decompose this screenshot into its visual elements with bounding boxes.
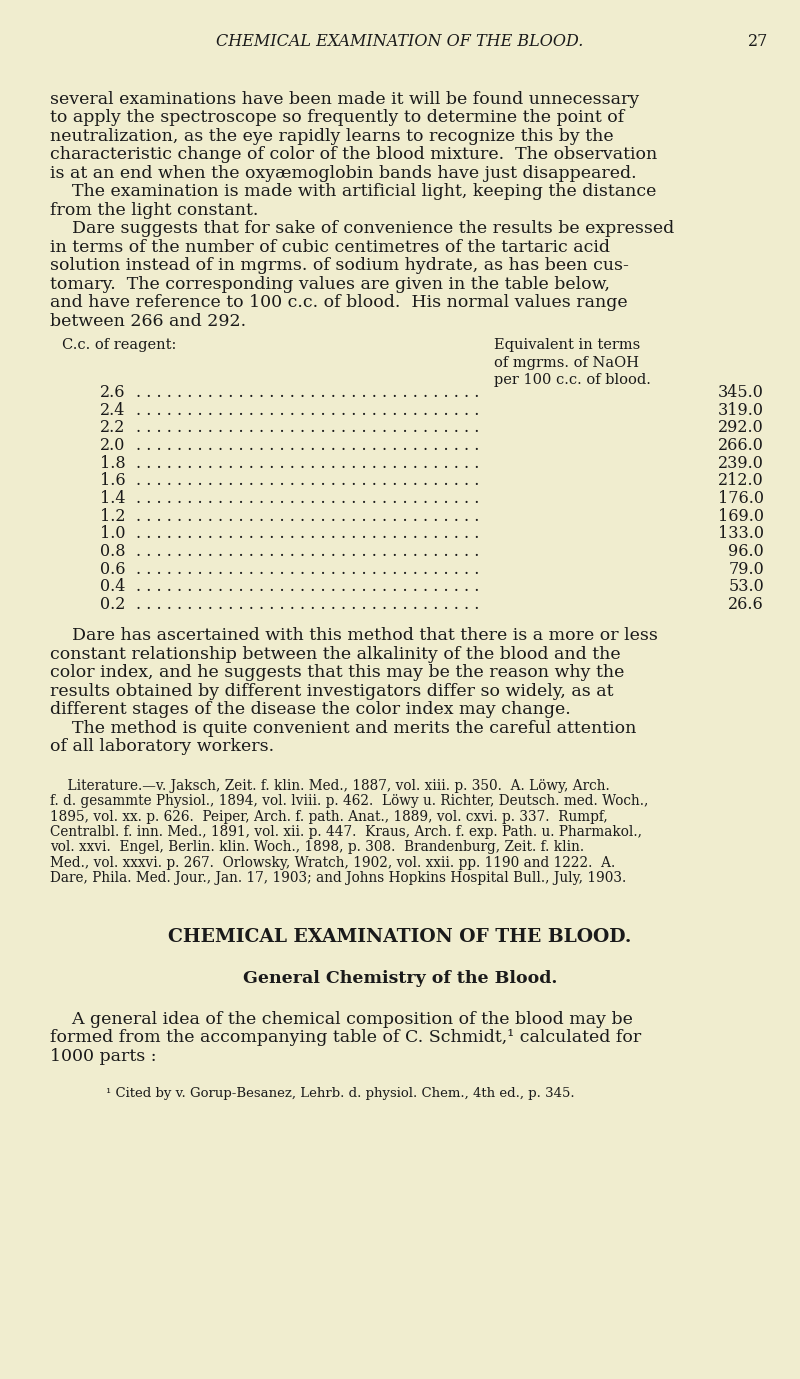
Text: Dare has ascertained with this method that there is a more or less: Dare has ascertained with this method th… bbox=[50, 627, 658, 644]
Text: Equivalent in terms: Equivalent in terms bbox=[494, 338, 641, 352]
Text: results obtained by different investigators differ so widely, as at: results obtained by different investigat… bbox=[50, 683, 614, 699]
Text: in terms of the number of cubic centimetres of the tartaric acid: in terms of the number of cubic centimet… bbox=[50, 239, 610, 256]
Text: General Chemistry of the Blood.: General Chemistry of the Blood. bbox=[243, 969, 557, 986]
Text: C.c. of reagent:: C.c. of reagent: bbox=[62, 338, 177, 352]
Text: 96.0: 96.0 bbox=[728, 543, 764, 560]
Text: . . . . . . . . . . . . . . . . . . . . . . . . . . . . . . . . . .: . . . . . . . . . . . . . . . . . . . . … bbox=[136, 507, 479, 524]
Text: 1.4: 1.4 bbox=[100, 490, 126, 507]
Text: 133.0: 133.0 bbox=[718, 525, 764, 542]
Text: The examination is made with artificial light, keeping the distance: The examination is made with artificial … bbox=[50, 183, 657, 200]
Text: 27: 27 bbox=[748, 33, 768, 50]
Text: 0.6: 0.6 bbox=[100, 560, 126, 578]
Text: formed from the accompanying table of C. Schmidt,¹ calculated for: formed from the accompanying table of C.… bbox=[50, 1029, 642, 1047]
Text: 2.2: 2.2 bbox=[100, 419, 126, 436]
Text: 0.8: 0.8 bbox=[100, 543, 126, 560]
Text: Centralbl. f. inn. Med., 1891, vol. xii. p. 447.  Kraus, Arch. f. exp. Path. u. : Centralbl. f. inn. Med., 1891, vol. xii.… bbox=[50, 825, 642, 838]
Text: 169.0: 169.0 bbox=[718, 507, 764, 524]
Text: 1895, vol. xx. p. 626.  Peiper, Arch. f. path. Anat., 1889, vol. cxvi. p. 337.  : 1895, vol. xx. p. 626. Peiper, Arch. f. … bbox=[50, 809, 608, 823]
Text: 266.0: 266.0 bbox=[718, 437, 764, 454]
Text: ¹ Cited by v. Gorup-Besanez, Lehrb. d. physiol. Chem., 4th ed., p. 345.: ¹ Cited by v. Gorup-Besanez, Lehrb. d. p… bbox=[106, 1087, 575, 1100]
Text: . . . . . . . . . . . . . . . . . . . . . . . . . . . . . . . . . .: . . . . . . . . . . . . . . . . . . . . … bbox=[136, 490, 479, 507]
Text: 319.0: 319.0 bbox=[718, 401, 764, 419]
Text: neutralization, as the eye rapidly learns to recognize this by the: neutralization, as the eye rapidly learn… bbox=[50, 128, 614, 145]
Text: 1.2: 1.2 bbox=[100, 507, 126, 524]
Text: Dare, Phila. Med. Jour., Jan. 17, 1903; and Johns Hopkins Hospital Bull., July, : Dare, Phila. Med. Jour., Jan. 17, 1903; … bbox=[50, 872, 626, 885]
Text: . . . . . . . . . . . . . . . . . . . . . . . . . . . . . . . . . .: . . . . . . . . . . . . . . . . . . . . … bbox=[136, 437, 479, 454]
Text: different stages of the disease the color index may change.: different stages of the disease the colo… bbox=[50, 701, 571, 718]
Text: CHEMICAL EXAMINATION OF THE BLOOD.: CHEMICAL EXAMINATION OF THE BLOOD. bbox=[216, 33, 584, 50]
Text: 26.6: 26.6 bbox=[728, 596, 764, 612]
Text: of mgrms. of NaOH: of mgrms. of NaOH bbox=[494, 356, 639, 370]
Text: 79.0: 79.0 bbox=[728, 560, 764, 578]
Text: A general idea of the chemical composition of the blood may be: A general idea of the chemical compositi… bbox=[50, 1011, 634, 1027]
Text: . . . . . . . . . . . . . . . . . . . . . . . . . . . . . . . . . .: . . . . . . . . . . . . . . . . . . . . … bbox=[136, 560, 479, 578]
Text: 53.0: 53.0 bbox=[728, 578, 764, 596]
Text: 2.4: 2.4 bbox=[100, 401, 126, 419]
Text: constant relationship between the alkalinity of the blood and the: constant relationship between the alkali… bbox=[50, 645, 621, 663]
Text: 345.0: 345.0 bbox=[718, 383, 764, 401]
Text: 1.0: 1.0 bbox=[100, 525, 126, 542]
Text: 176.0: 176.0 bbox=[718, 490, 764, 507]
Text: . . . . . . . . . . . . . . . . . . . . . . . . . . . . . . . . . .: . . . . . . . . . . . . . . . . . . . . … bbox=[136, 472, 479, 490]
Text: of all laboratory workers.: of all laboratory workers. bbox=[50, 738, 274, 756]
Text: . . . . . . . . . . . . . . . . . . . . . . . . . . . . . . . . . .: . . . . . . . . . . . . . . . . . . . . … bbox=[136, 455, 479, 472]
Text: between 266 and 292.: between 266 and 292. bbox=[50, 313, 246, 330]
Text: The method is quite convenient and merits the careful attention: The method is quite convenient and merit… bbox=[50, 720, 637, 736]
Text: CHEMICAL EXAMINATION OF THE BLOOD.: CHEMICAL EXAMINATION OF THE BLOOD. bbox=[168, 928, 632, 946]
Text: vol. xxvi.  Engel, Berlin. klin. Woch., 1898, p. 308.  Brandenburg, Zeit. f. kli: vol. xxvi. Engel, Berlin. klin. Woch., 1… bbox=[50, 840, 585, 855]
Text: . . . . . . . . . . . . . . . . . . . . . . . . . . . . . . . . . .: . . . . . . . . . . . . . . . . . . . . … bbox=[136, 419, 479, 436]
Text: 1.8: 1.8 bbox=[100, 455, 126, 472]
Text: solution instead of in mgrms. of sodium hydrate, as has been cus-: solution instead of in mgrms. of sodium … bbox=[50, 258, 630, 274]
Text: 212.0: 212.0 bbox=[718, 472, 764, 490]
Text: . . . . . . . . . . . . . . . . . . . . . . . . . . . . . . . . . .: . . . . . . . . . . . . . . . . . . . . … bbox=[136, 401, 479, 419]
Text: characteristic change of color of the blood mixture.  The observation: characteristic change of color of the bl… bbox=[50, 146, 658, 164]
Text: 2.6: 2.6 bbox=[100, 383, 126, 401]
Text: . . . . . . . . . . . . . . . . . . . . . . . . . . . . . . . . . .: . . . . . . . . . . . . . . . . . . . . … bbox=[136, 383, 479, 401]
Text: 1000 parts :: 1000 parts : bbox=[50, 1048, 157, 1065]
Text: Dare suggests that for sake of convenience the results be expressed: Dare suggests that for sake of convenien… bbox=[50, 221, 674, 237]
Text: . . . . . . . . . . . . . . . . . . . . . . . . . . . . . . . . . .: . . . . . . . . . . . . . . . . . . . . … bbox=[136, 596, 479, 612]
Text: f. d. gesammte Physiol., 1894, vol. lviii. p. 462.  Löwy u. Richter, Deutsch. me: f. d. gesammte Physiol., 1894, vol. lvii… bbox=[50, 794, 649, 808]
Text: 292.0: 292.0 bbox=[718, 419, 764, 436]
Text: per 100 c.c. of blood.: per 100 c.c. of blood. bbox=[494, 374, 651, 387]
Text: 1.6: 1.6 bbox=[100, 472, 126, 490]
Text: to apply the spectroscope so frequently to determine the point of: to apply the spectroscope so frequently … bbox=[50, 109, 625, 127]
Text: . . . . . . . . . . . . . . . . . . . . . . . . . . . . . . . . . .: . . . . . . . . . . . . . . . . . . . . … bbox=[136, 525, 479, 542]
Text: is at an end when the oxyæmoglobin bands have just disappeared.: is at an end when the oxyæmoglobin bands… bbox=[50, 165, 637, 182]
Text: Med., vol. xxxvi. p. 267.  Orlowsky, Wratch, 1902, vol. xxii. pp. 1190 and 1222.: Med., vol. xxxvi. p. 267. Orlowsky, Wrat… bbox=[50, 856, 616, 870]
Text: and have reference to 100 c.c. of blood.  His normal values range: and have reference to 100 c.c. of blood.… bbox=[50, 294, 628, 312]
Text: tomary.  The corresponding values are given in the table below,: tomary. The corresponding values are giv… bbox=[50, 276, 610, 292]
Text: 0.4: 0.4 bbox=[100, 578, 126, 596]
Text: from the light constant.: from the light constant. bbox=[50, 201, 258, 219]
Text: several examinations have been made it will be found unnecessary: several examinations have been made it w… bbox=[50, 91, 640, 108]
Text: Literature.—v. Jaksch, Zeit. f. klin. Med., 1887, vol. xiii. p. 350.  A. Löwy, A: Literature.—v. Jaksch, Zeit. f. klin. Me… bbox=[50, 779, 610, 793]
Text: . . . . . . . . . . . . . . . . . . . . . . . . . . . . . . . . . .: . . . . . . . . . . . . . . . . . . . . … bbox=[136, 543, 479, 560]
Text: 2.0: 2.0 bbox=[100, 437, 126, 454]
Text: color index, and he suggests that this may be the reason why the: color index, and he suggests that this m… bbox=[50, 665, 625, 681]
Text: 0.2: 0.2 bbox=[100, 596, 126, 612]
Text: 239.0: 239.0 bbox=[718, 455, 764, 472]
Text: . . . . . . . . . . . . . . . . . . . . . . . . . . . . . . . . . .: . . . . . . . . . . . . . . . . . . . . … bbox=[136, 578, 479, 596]
